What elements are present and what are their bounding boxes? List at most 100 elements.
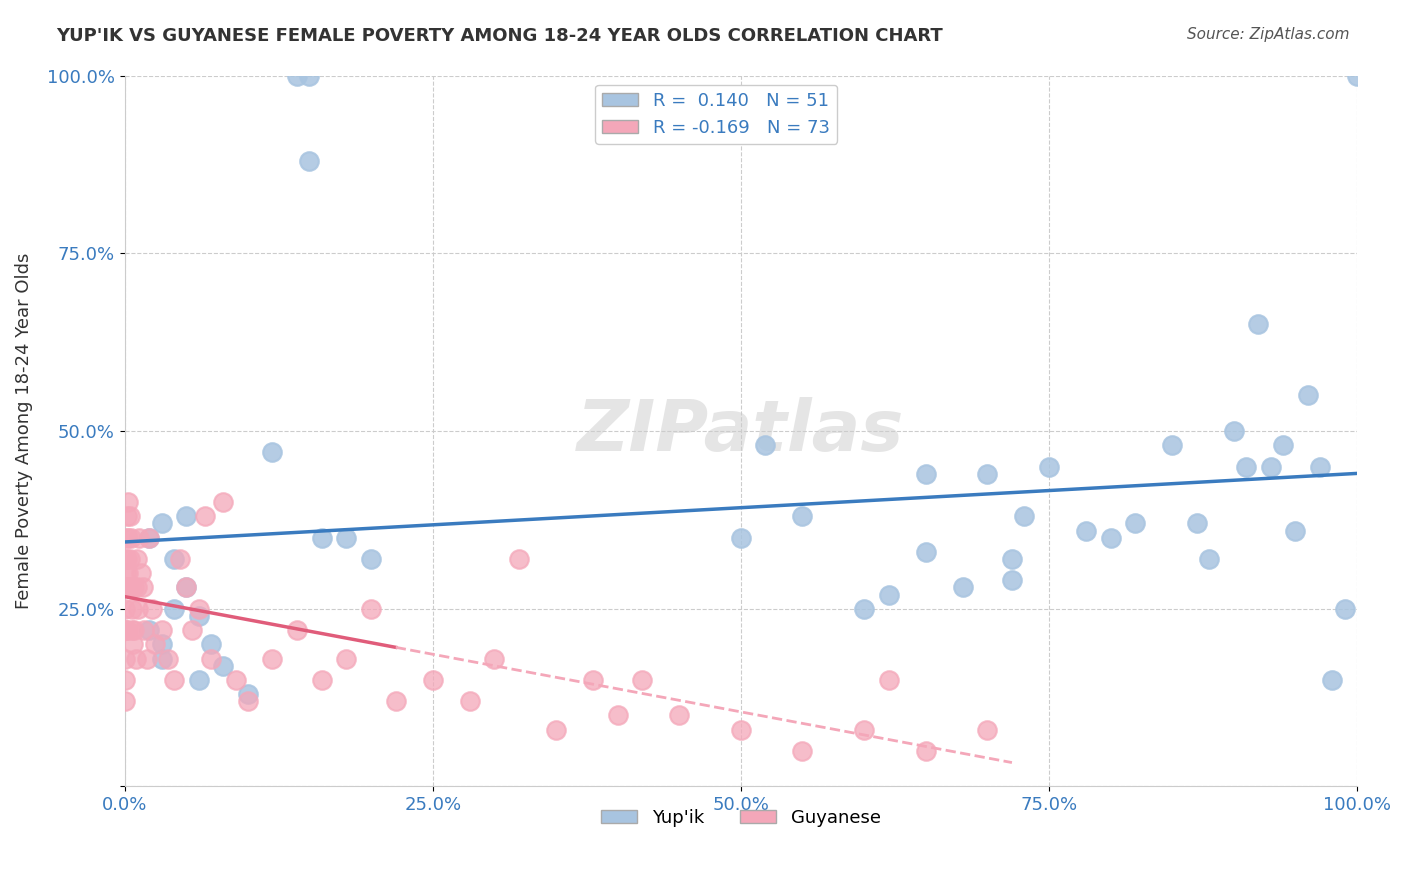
Text: YUP'IK VS GUYANESE FEMALE POVERTY AMONG 18-24 YEAR OLDS CORRELATION CHART: YUP'IK VS GUYANESE FEMALE POVERTY AMONG … <box>56 27 943 45</box>
Point <box>1296 388 1319 402</box>
Point <box>582 673 605 687</box>
Point <box>163 552 186 566</box>
Point <box>1322 673 1344 687</box>
Point <box>914 467 936 481</box>
Point <box>360 601 382 615</box>
Point <box>145 637 167 651</box>
Point <box>163 673 186 687</box>
Point <box>212 495 235 509</box>
Point <box>187 673 209 687</box>
Point <box>853 601 876 615</box>
Point <box>125 552 148 566</box>
Point <box>114 601 136 615</box>
Point <box>285 69 308 83</box>
Point <box>115 566 138 581</box>
Point <box>138 531 160 545</box>
Point <box>181 623 204 637</box>
Point <box>115 531 138 545</box>
Point <box>225 673 247 687</box>
Point <box>335 651 357 665</box>
Point <box>114 651 136 665</box>
Point <box>1123 516 1146 531</box>
Point <box>187 601 209 615</box>
Point <box>121 601 143 615</box>
Y-axis label: Female Poverty Among 18-24 Year Olds: Female Poverty Among 18-24 Year Olds <box>15 252 32 609</box>
Point <box>114 552 136 566</box>
Point <box>1001 552 1024 566</box>
Point <box>952 581 974 595</box>
Point <box>121 623 143 637</box>
Point <box>914 744 936 758</box>
Point <box>422 673 444 687</box>
Point <box>134 623 156 637</box>
Text: Source: ZipAtlas.com: Source: ZipAtlas.com <box>1187 27 1350 42</box>
Point <box>1001 574 1024 588</box>
Point <box>118 552 141 566</box>
Point <box>754 438 776 452</box>
Point <box>262 651 284 665</box>
Point <box>730 723 752 737</box>
Point <box>236 694 259 708</box>
Point <box>877 588 900 602</box>
Point <box>138 623 160 637</box>
Point <box>114 581 136 595</box>
Point <box>668 708 690 723</box>
Point <box>1284 524 1306 538</box>
Point <box>212 658 235 673</box>
Point <box>853 723 876 737</box>
Point <box>120 531 142 545</box>
Point <box>114 623 136 637</box>
Point <box>115 623 138 637</box>
Point <box>1185 516 1208 531</box>
Point <box>1272 438 1295 452</box>
Point <box>174 581 197 595</box>
Point <box>127 601 149 615</box>
Point <box>194 509 217 524</box>
Point <box>125 581 148 595</box>
Point <box>200 637 222 651</box>
Point <box>163 601 186 615</box>
Point <box>115 623 138 637</box>
Point <box>1333 601 1355 615</box>
Point <box>118 509 141 524</box>
Point <box>1161 438 1184 452</box>
Point <box>606 708 628 723</box>
Point <box>1099 531 1122 545</box>
Point <box>115 581 138 595</box>
Point <box>976 723 998 737</box>
Point <box>174 581 197 595</box>
Point <box>484 651 506 665</box>
Point <box>135 651 157 665</box>
Point <box>114 694 136 708</box>
Point <box>458 694 481 708</box>
Point <box>508 552 530 566</box>
Point <box>129 566 152 581</box>
Point <box>1234 459 1257 474</box>
Point <box>285 623 308 637</box>
Point <box>1198 552 1220 566</box>
Point <box>1074 524 1097 538</box>
Point <box>914 545 936 559</box>
Point <box>138 531 160 545</box>
Point <box>117 531 139 545</box>
Point <box>114 673 136 687</box>
Point <box>236 687 259 701</box>
Point <box>117 495 139 509</box>
Point <box>1346 69 1368 83</box>
Point <box>976 467 998 481</box>
Point <box>200 651 222 665</box>
Point <box>169 552 191 566</box>
Point <box>150 516 173 531</box>
Point <box>1247 318 1270 332</box>
Point <box>1012 509 1035 524</box>
Point <box>125 651 148 665</box>
Point <box>877 673 900 687</box>
Point <box>298 69 321 83</box>
Point <box>1222 424 1244 438</box>
Point <box>1260 459 1282 474</box>
Point <box>730 531 752 545</box>
Point <box>115 552 138 566</box>
Point <box>117 566 139 581</box>
Point <box>115 581 138 595</box>
Point <box>118 581 141 595</box>
